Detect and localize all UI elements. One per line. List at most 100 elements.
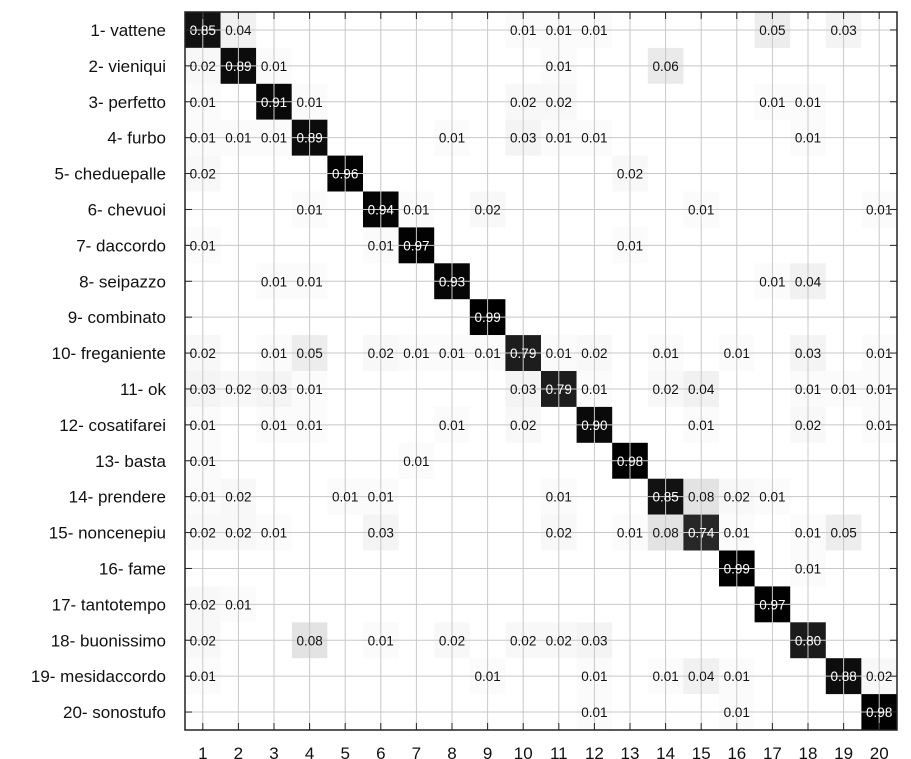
cell-value-label: 0.01	[759, 274, 785, 289]
cell-value-label: 0.05	[830, 526, 856, 541]
cell-value-label: 0.01	[724, 669, 750, 684]
cell-value-label: 0.01	[546, 23, 572, 38]
column-label: 19	[834, 744, 853, 759]
column-label: 1	[198, 744, 207, 759]
cell-value-label: 0.85	[652, 490, 678, 505]
cell-value-label: 0.01	[225, 131, 251, 146]
column-label: 4	[305, 744, 314, 759]
cell-value-label: 0.01	[474, 669, 500, 684]
cell-value-label: 0.02	[546, 633, 572, 648]
cell-value-label: 0.01	[581, 669, 607, 684]
cell-value-label: 0.01	[261, 526, 287, 541]
cell-value-label: 0.98	[866, 705, 892, 720]
cell-value-label: 0.01	[403, 346, 429, 361]
cell-value-label: 0.01	[403, 202, 429, 217]
cell-value-label: 0.03	[830, 23, 856, 38]
row-label: 1- vattene	[90, 21, 166, 40]
cell-value-label: 0.04	[688, 669, 715, 684]
cell-value-label: 0.01	[190, 669, 216, 684]
cell-value-label: 0.01	[866, 202, 892, 217]
column-label: 18	[799, 744, 818, 759]
cell-value-label: 0.05	[759, 23, 785, 38]
cell-value-label: 0.03	[190, 382, 216, 397]
cell-value-label: 0.90	[581, 418, 607, 433]
cell-value-label: 0.01	[296, 95, 322, 110]
cell-value-label: 0.01	[688, 418, 714, 433]
cell-value-label: 0.03	[795, 346, 821, 361]
cell-value-label: 0.01	[225, 597, 251, 612]
cell-value-label: 0.01	[866, 346, 892, 361]
row-label: 16- fame	[99, 559, 166, 578]
cell-value-label: 0.01	[724, 526, 750, 541]
grid-lines	[185, 12, 897, 730]
cell-value-label: 0.99	[724, 561, 750, 576]
column-label: 20	[870, 744, 889, 759]
cell-value-label: 0.01	[368, 238, 394, 253]
cell-value-label: 0.08	[296, 633, 322, 648]
cell-value-label: 0.02	[652, 382, 678, 397]
row-label: 6- chevuoi	[88, 200, 166, 219]
cell-value-label: 0.03	[368, 526, 394, 541]
row-label: 18- buonissimo	[51, 631, 166, 650]
cell-value-label: 0.01	[261, 59, 287, 74]
cell-value-label: 0.97	[759, 597, 785, 612]
cell-value-label: 0.02	[368, 346, 394, 361]
cell-value-label: 0.03	[261, 382, 287, 397]
cell-value-label: 0.93	[439, 274, 465, 289]
column-label: 5	[340, 744, 349, 759]
cell-value-label: 0.01	[439, 418, 465, 433]
row-label: 10- freganiente	[52, 344, 166, 363]
cell-value-label: 0.01	[652, 346, 678, 361]
cell-value-label: 0.01	[439, 131, 465, 146]
row-label: 20- sonostufo	[63, 703, 166, 722]
column-label: 16	[727, 744, 746, 759]
cell-value-label: 0.01	[759, 95, 785, 110]
row-label: 11- ok	[120, 380, 166, 399]
row-label: 3- perfetto	[89, 93, 167, 112]
cell-value-label: 0.01	[296, 274, 322, 289]
column-label: 8	[447, 744, 456, 759]
row-labels: 1- vattene 2- vieniqui 3- perfetto 4- furbo…	[31, 21, 167, 722]
cell-value-label: 0.02	[866, 669, 892, 684]
cell-value-label: 0.02	[546, 95, 572, 110]
cell-value-label: 0.01	[546, 59, 572, 74]
cell-value-label: 0.02	[546, 526, 572, 541]
cell-value-label: 0.02	[190, 346, 216, 361]
cell-value-label: 0.94	[368, 202, 395, 217]
cell-value-label: 0.02	[190, 167, 216, 182]
cell-value-label: 0.01	[866, 382, 892, 397]
cell-value-label: 0.01	[546, 131, 572, 146]
cell-value-label: 0.02	[510, 633, 536, 648]
cell-value-label: 0.08	[652, 526, 678, 541]
cell-value-label: 0.01	[581, 23, 607, 38]
cell-value-label: 0.01	[261, 131, 287, 146]
row-label: 8- seipazzo	[79, 272, 166, 291]
cell-value-label: 0.79	[510, 346, 536, 361]
cell-value-label: 0.02	[190, 526, 216, 541]
cell-value-label: 0.01	[546, 346, 572, 361]
row-label: 9- combinato	[68, 308, 166, 327]
cell-value-label: 0.01	[190, 238, 216, 253]
cell-value-label: 0.89	[296, 131, 322, 146]
cell-value-label: 0.01	[403, 454, 429, 469]
cell-value-label: 0.05	[296, 346, 322, 361]
cell-value-label: 0.01	[724, 705, 750, 720]
cell-value-label: 0.01	[581, 705, 607, 720]
cell-value-label: 0.01	[688, 202, 714, 217]
row-label: 14- prendere	[69, 488, 166, 507]
row-label: 5- cheduepalle	[54, 165, 166, 184]
cell-value-label: 0.01	[190, 418, 216, 433]
row-label: 4- furbo	[107, 129, 166, 148]
column-label: 14	[656, 744, 675, 759]
row-label: 17- tantotempo	[52, 595, 166, 614]
cell-value-label: 0.01	[474, 346, 500, 361]
cell-value-label: 0.01	[296, 202, 322, 217]
cell-value-label: 0.01	[510, 23, 536, 38]
matrix-cells	[185, 12, 897, 730]
cell-value-label: 0.02	[190, 633, 216, 648]
cell-value-label: 0.02	[617, 167, 643, 182]
cell-value-label: 0.02	[439, 633, 465, 648]
cell-value-label: 0.01	[261, 274, 287, 289]
cell-value-label: 0.06	[652, 59, 678, 74]
